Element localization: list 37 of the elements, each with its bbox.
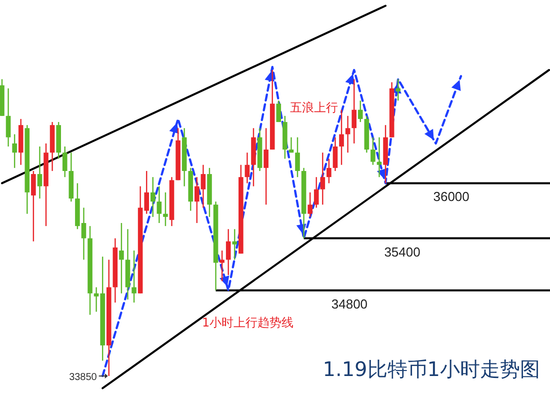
- candlestick: [314, 176, 319, 208]
- candlestick: [358, 100, 363, 123]
- candlestick: [12, 134, 17, 169]
- candlestick: [326, 158, 332, 184]
- candlestick: [308, 192, 312, 218]
- candlestick: [220, 250, 224, 282]
- annotation: 五浪上行: [290, 100, 338, 114]
- candlestick: [119, 222, 124, 294]
- candlestick: [320, 152, 326, 206]
- candlestick: [163, 192, 168, 227]
- candlestick: [31, 170, 36, 242]
- candlestick: [288, 136, 294, 154]
- candlestick: [244, 152, 250, 184]
- candlestick: [295, 136, 300, 178]
- candlestick: [62, 146, 68, 178]
- candlestick: [226, 228, 231, 276]
- annotation: 34800: [331, 296, 368, 312]
- candlestick: [332, 136, 338, 172]
- candlestick: [156, 186, 162, 224]
- candlestick: [376, 136, 382, 178]
- candlestick: [339, 109, 344, 166]
- candlestick: [352, 78, 356, 144]
- candlestick: [37, 146, 42, 200]
- annotation: 36000: [433, 189, 470, 204]
- candlestick: [396, 78, 401, 102]
- candlestick: [6, 88, 11, 148]
- candlestick: [264, 128, 268, 206]
- annotation: 1小时上行趋势线: [202, 315, 294, 330]
- candlestick: [150, 176, 156, 218]
- annotation: 33850: [69, 372, 98, 383]
- candlestick: [370, 136, 376, 166]
- candlestick: [232, 228, 238, 260]
- text: 1.19比特币1小时走势图: [322, 357, 540, 381]
- candlestick: [132, 250, 136, 304]
- annotation: 35400: [384, 244, 420, 260]
- candlestick: [276, 100, 282, 123]
- candlestick: [345, 115, 350, 154]
